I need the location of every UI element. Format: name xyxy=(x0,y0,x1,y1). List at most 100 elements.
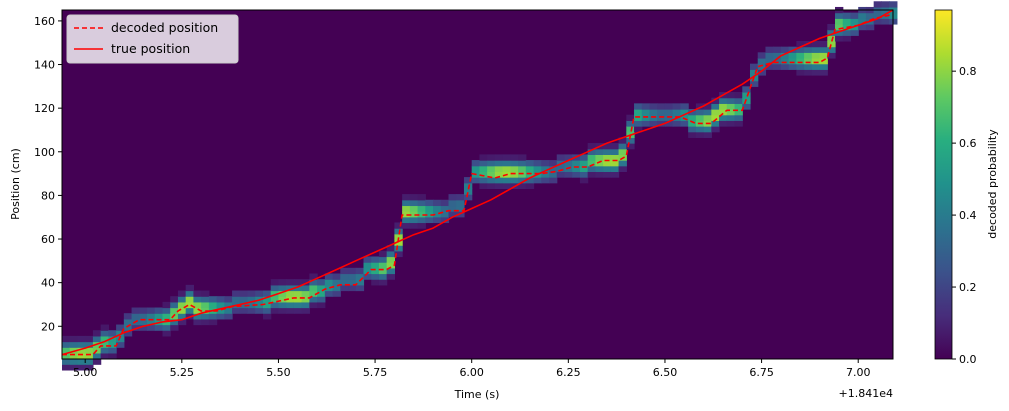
heatmap-cell xyxy=(835,35,844,42)
heatmap-cell xyxy=(440,211,450,218)
legend: decoded position true position xyxy=(66,14,239,64)
heatmap-cell xyxy=(262,296,272,303)
heatmap-cell xyxy=(726,114,736,121)
heatmap-cell xyxy=(649,103,658,110)
heatmap-cell xyxy=(162,324,171,331)
heatmap-cell xyxy=(541,177,550,184)
heatmap-cell xyxy=(595,148,604,155)
heatmap-cell xyxy=(402,205,411,212)
heatmap-cell xyxy=(664,103,674,110)
heatmap-cell xyxy=(719,97,728,104)
heatmap-cell xyxy=(386,250,395,258)
heatmap-cell xyxy=(255,301,264,309)
heatmap-cell xyxy=(394,239,403,246)
heatmap-cell xyxy=(610,165,620,173)
heatmap-cell xyxy=(139,318,148,326)
colorbar-tick-label: 0.8 xyxy=(959,65,977,78)
heatmap-cell xyxy=(193,296,202,303)
heatmap-cell xyxy=(742,92,751,99)
heatmap-cell xyxy=(773,63,782,70)
heatmap-cell xyxy=(386,256,395,263)
heatmap-cell xyxy=(618,137,627,144)
heatmap-cell xyxy=(703,114,712,121)
heatmap-cell xyxy=(533,165,542,173)
heatmap-cell xyxy=(170,307,179,314)
heatmap-cell xyxy=(471,160,481,167)
x-tick-label: 6.25 xyxy=(556,366,581,379)
heatmap-cell xyxy=(85,341,94,348)
heatmap-cell xyxy=(378,273,388,280)
heatmap-cell xyxy=(386,267,395,275)
heatmap-cell xyxy=(100,324,109,331)
colorbar xyxy=(934,9,953,360)
heatmap-cell xyxy=(842,29,852,36)
heatmap-cell xyxy=(850,18,859,25)
heatmap-cell xyxy=(518,154,527,161)
heatmap-cell xyxy=(147,324,156,331)
heatmap-cell xyxy=(541,165,550,173)
heatmap-cell xyxy=(587,143,596,150)
heatmap-cell xyxy=(618,160,627,167)
heatmap-cell xyxy=(92,358,102,365)
heatmap-cell xyxy=(417,216,426,224)
heatmap-cell xyxy=(301,301,310,309)
heatmap-cell xyxy=(549,171,558,178)
heatmap-cell xyxy=(549,177,558,184)
heatmap-cell xyxy=(147,307,156,314)
heatmap-cell xyxy=(363,262,372,269)
heatmap-cell xyxy=(564,165,573,173)
colorbar-tick-label: 0.2 xyxy=(959,281,977,294)
heatmap-cell xyxy=(154,313,164,320)
heatmap-cell xyxy=(62,352,71,360)
heatmap-cell xyxy=(170,296,179,303)
heatmap-cell xyxy=(92,352,102,360)
heatmap-cell xyxy=(100,341,109,348)
heatmap-cell xyxy=(734,114,743,121)
heatmap-cell xyxy=(386,245,395,252)
heatmap-cell xyxy=(348,284,357,292)
heatmap-cell xyxy=(780,52,790,59)
heatmap-cell xyxy=(734,109,743,116)
heatmap-cell xyxy=(626,114,635,121)
heatmap-cell xyxy=(773,57,782,65)
heatmap-cell xyxy=(177,318,187,326)
heatmap-cell xyxy=(193,313,202,320)
heatmap-cell xyxy=(394,233,403,241)
heatmap-cell xyxy=(564,160,573,167)
heatmap-cell xyxy=(301,290,310,297)
heatmap-cell xyxy=(100,347,109,354)
heatmap-cell xyxy=(734,92,743,99)
heatmap-cell xyxy=(804,57,813,65)
heatmap-cell xyxy=(177,296,187,303)
heatmap-cell xyxy=(417,205,426,212)
heatmap-cell xyxy=(270,307,280,314)
heatmap-cell xyxy=(479,177,488,184)
heatmap-cell xyxy=(773,46,782,53)
x-tick-label: 6.75 xyxy=(749,366,774,379)
x-tick-label: 5.50 xyxy=(266,366,291,379)
heatmap-cell xyxy=(69,335,79,343)
heatmap-cell xyxy=(116,341,125,348)
heatmap-cell xyxy=(603,143,612,150)
heatmap-cell xyxy=(579,165,589,173)
y-tick-label: 140 xyxy=(34,59,55,72)
heatmap-cell xyxy=(502,177,511,184)
heatmap-cell xyxy=(394,228,403,235)
heatmap-cell xyxy=(726,103,736,110)
heatmap-cell xyxy=(62,335,71,343)
heatmap-cell xyxy=(695,126,705,133)
heatmap-cell xyxy=(502,165,511,173)
heatmap-cell xyxy=(463,194,473,201)
heatmap-cell xyxy=(85,364,94,371)
heatmap-cell xyxy=(301,307,310,314)
heatmap-cell xyxy=(409,199,419,207)
heatmap-cell xyxy=(154,307,164,314)
heatmap-cell xyxy=(626,120,635,127)
heatmap-cell xyxy=(92,335,102,343)
heatmap-cell xyxy=(92,330,102,337)
heatmap-cell xyxy=(626,143,635,150)
legend-box xyxy=(66,14,239,64)
heatmap-cell xyxy=(549,160,558,167)
heatmap-cell xyxy=(293,301,303,309)
heatmap-cell xyxy=(487,165,496,173)
